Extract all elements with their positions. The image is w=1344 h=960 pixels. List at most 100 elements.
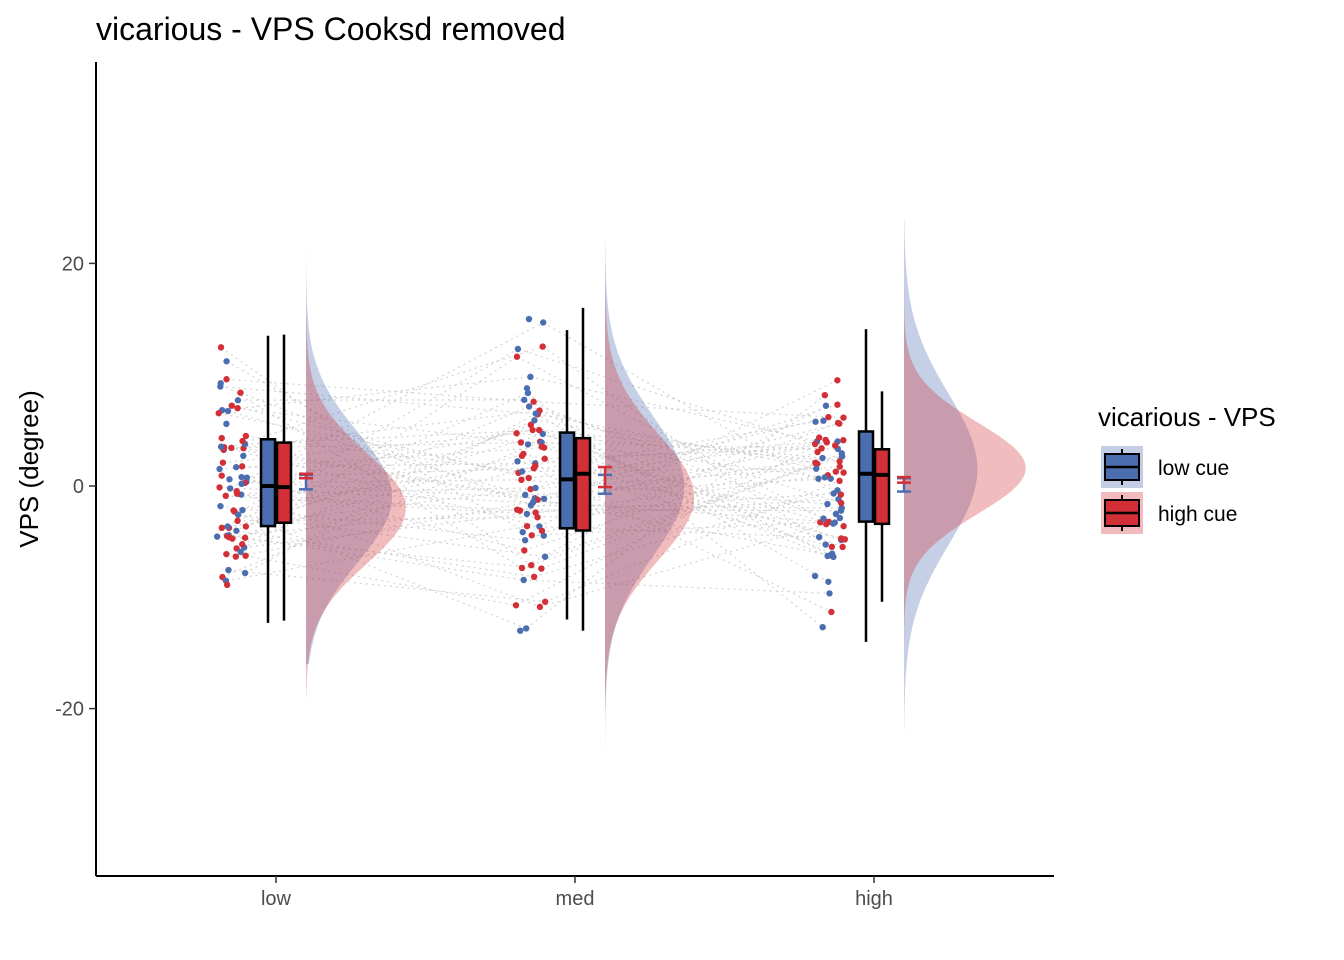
data-point-high [822,436,829,444]
data-point-high [836,514,844,522]
data-point-med [538,565,545,572]
data-point-low [237,389,244,396]
data-point-low [234,517,241,525]
data-point-high [837,499,845,507]
data-point-high [825,578,832,585]
data-point-low [234,511,242,519]
subject-link [544,447,822,460]
data-point-low [217,502,224,510]
data-point-high [825,413,832,421]
data-point-low [234,397,242,404]
data-point-med [518,476,525,484]
data-point-med [525,474,532,482]
data-point-med [525,403,533,410]
subject-link [228,536,542,570]
data-point-med [518,468,526,475]
subject-link [244,511,536,549]
subject-link [219,486,533,504]
data-point-low [216,465,223,473]
subject-link [543,447,834,525]
subject-link [519,441,827,512]
density-low-cue-med [605,241,685,843]
subject-link [517,348,816,445]
data-point-low [238,473,245,481]
subject-link [533,489,838,578]
subject-link [533,401,844,419]
data-point-high [838,504,845,512]
data-point-low [242,552,249,559]
data-point-med [527,373,534,381]
x-tick-label: low [261,888,292,910]
data-point-med [529,499,537,506]
subject-link [534,423,840,499]
data-point-low [239,541,246,548]
data-point-med [541,553,549,560]
subject-link [234,511,527,629]
boxplot-high-cue-high [873,391,891,602]
data-point-low [217,443,225,450]
legend: vicarious - VPS low cue high cue [1098,402,1276,534]
subject-link [544,455,842,500]
data-point-high [834,401,841,408]
data-point-high [815,434,823,441]
data-point-med [521,396,528,404]
data-point-med [523,385,531,392]
subject-link [228,569,546,603]
data-point-high [834,377,841,384]
data-point-med [514,345,522,353]
subject-link [223,346,543,450]
data-point-high [823,520,830,528]
data-point-high [819,454,826,462]
data-point-high [834,419,842,427]
boxplot-low-cue-high [857,329,875,642]
subject-link [242,419,535,545]
data-point-high [815,475,822,482]
data-point-low [239,506,246,514]
data-point-med [518,452,526,460]
data-point-med [520,576,527,584]
subject-link [236,530,535,578]
subject-link [530,504,842,509]
subject-link [544,480,840,603]
data-point-high [824,500,831,508]
subject-link [228,534,524,581]
x-tick-label: med [556,888,595,910]
subject-link [220,382,523,569]
boxplot-high-cue-low [275,334,293,621]
data-point-low [226,485,234,492]
data-point-low [217,380,224,387]
data-point-low [224,407,232,415]
data-point-low [224,523,231,530]
data-point-high [821,474,829,481]
subject-link [531,521,821,536]
data-point-med [522,491,529,499]
subject-link [530,466,840,490]
box-body [259,438,277,528]
data-point-med [530,398,537,405]
subject-link [223,410,540,451]
data-point-med [530,573,538,581]
subject-link [246,481,545,500]
data-point-high [836,458,843,465]
subject-link [225,495,527,515]
data-point-high [836,463,843,470]
data-point-med [529,426,536,434]
data-point-med [524,441,532,448]
data-point-low [228,444,235,452]
axis-layer: -20 0 20 low med high [55,253,893,910]
data-point-low [213,533,221,540]
data-point-high [818,445,825,452]
subject-links [216,321,846,629]
data-point-med [536,603,544,611]
data-point-med [518,564,526,572]
data-point-med [532,484,539,492]
data-point-high [820,515,827,522]
data-point-high [840,414,847,421]
data-point-high [837,535,845,542]
data-point-med [525,315,533,323]
data-point-med [527,485,534,493]
data-point-high [831,442,839,449]
subject-link [515,439,826,606]
subject-link [235,500,534,558]
